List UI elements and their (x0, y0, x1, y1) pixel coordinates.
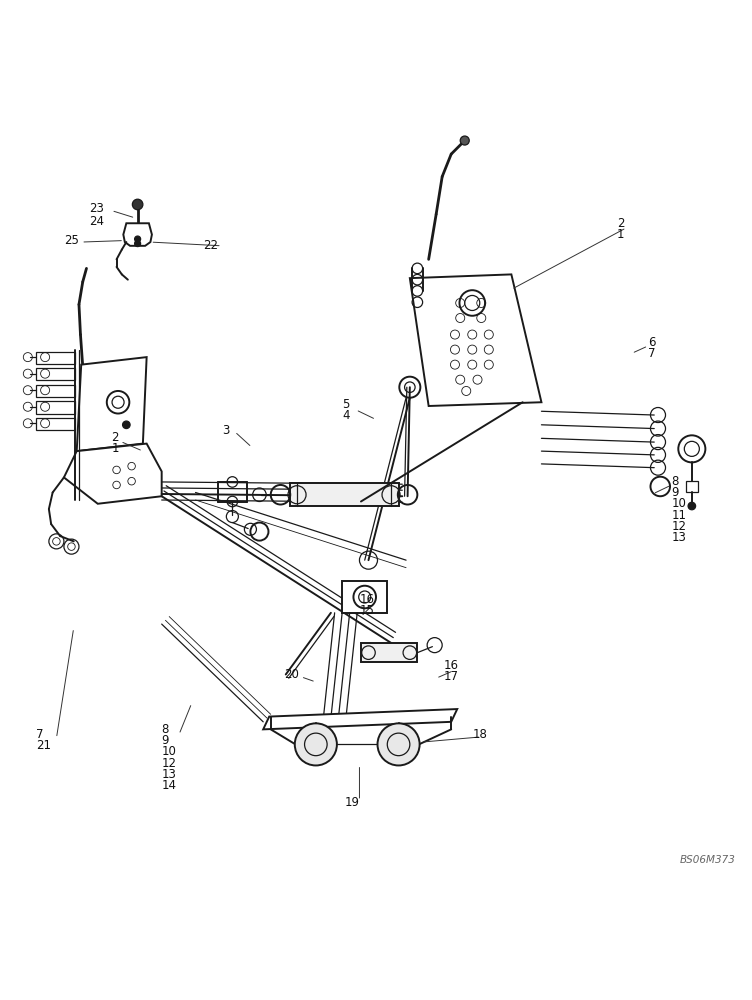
Circle shape (132, 199, 143, 210)
Polygon shape (64, 444, 162, 504)
Text: 19: 19 (344, 796, 359, 809)
Bar (361, 643, 417, 662)
Text: 4: 4 (342, 409, 350, 422)
Text: 6: 6 (648, 336, 656, 349)
Text: 12: 12 (672, 520, 687, 533)
Text: 18: 18 (472, 728, 487, 741)
Text: 16: 16 (444, 659, 459, 672)
Text: 21: 21 (36, 739, 51, 752)
Bar (36, 352, 75, 364)
Text: 8: 8 (162, 723, 169, 736)
Text: 24: 24 (89, 215, 104, 228)
Text: 22: 22 (203, 239, 218, 252)
Bar (36, 401, 75, 414)
Bar (36, 418, 75, 430)
Text: 5: 5 (342, 398, 350, 411)
Text: 15: 15 (359, 604, 374, 617)
Text: 13: 13 (162, 768, 177, 781)
Text: 25: 25 (64, 234, 79, 247)
Text: BS06M373: BS06M373 (680, 855, 735, 865)
Circle shape (135, 236, 141, 242)
Text: 7: 7 (648, 347, 656, 360)
Polygon shape (123, 223, 152, 246)
Circle shape (688, 502, 696, 510)
Text: 14: 14 (162, 779, 177, 792)
Polygon shape (410, 274, 541, 406)
Circle shape (123, 421, 130, 429)
Text: 2: 2 (111, 431, 119, 444)
Text: 10: 10 (162, 745, 177, 758)
Circle shape (295, 723, 337, 765)
Circle shape (135, 241, 141, 247)
Circle shape (460, 136, 469, 145)
Polygon shape (77, 357, 147, 451)
Bar (342, 581, 387, 613)
Text: 1: 1 (111, 442, 119, 455)
Text: 13: 13 (672, 531, 687, 544)
Bar (36, 385, 75, 397)
Text: 20: 20 (284, 668, 299, 681)
Polygon shape (263, 709, 457, 729)
Text: 9: 9 (672, 486, 679, 499)
Text: 10: 10 (672, 497, 687, 510)
Bar (290, 483, 399, 506)
Text: 16: 16 (359, 593, 374, 606)
Text: 23: 23 (89, 202, 104, 215)
Circle shape (378, 723, 420, 765)
Text: 9: 9 (162, 734, 169, 747)
Text: 11: 11 (672, 509, 687, 522)
Text: 7: 7 (36, 728, 44, 741)
Bar (36, 368, 75, 380)
Bar (686, 481, 698, 492)
Text: 3: 3 (222, 424, 229, 437)
Text: 2: 2 (617, 217, 624, 230)
Text: 1: 1 (617, 228, 624, 241)
Text: 17: 17 (444, 670, 459, 683)
Text: 8: 8 (672, 475, 679, 488)
Text: 12: 12 (162, 757, 177, 770)
